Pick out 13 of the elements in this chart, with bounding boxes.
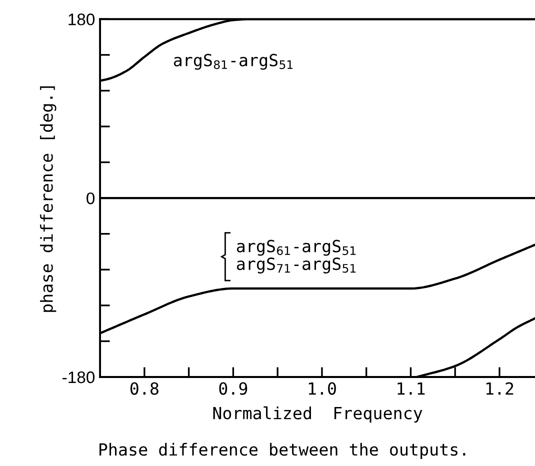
text: argS$_{61}$-argS$_{51}$ argS$_{71}$-argS$_{51}$ — [236, 240, 356, 274]
y-tick-label: 0 — [86, 192, 95, 204]
text: Phase difference between the outputs. — [100, 442, 466, 460]
x-axis-title: Normalized Frequency — [213, 406, 422, 423]
x-tick-label: 0.9 — [219, 382, 248, 395]
x-tick-label: 1.0 — [308, 382, 336, 395]
annotation: argS$_{81}$-argS$_{51}$ — [174, 54, 293, 70]
x-tick-label: 1.2 — [486, 382, 514, 395]
x-tick-label: 1.1 — [398, 382, 425, 395]
x-tick-label: 0.8 — [130, 382, 158, 395]
y-tick-label: -180 — [62, 371, 95, 384]
y-tick-label: 180 — [68, 14, 95, 26]
y-axis-title: phase difference [deg.] — [40, 86, 56, 312]
